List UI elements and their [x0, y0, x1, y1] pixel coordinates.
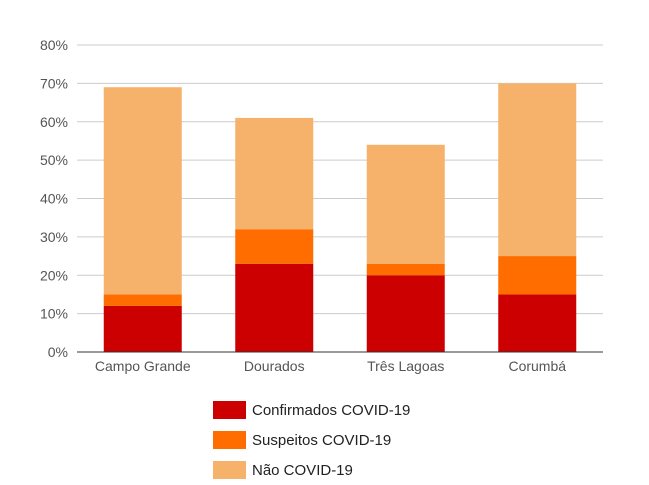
bars — [103, 83, 577, 352]
y-tick-label: 30% — [40, 229, 68, 245]
legend-swatch-confirmados — [213, 401, 246, 419]
legend-item-confirmados: Confirmados COVID-19 — [213, 395, 410, 425]
bar-segment — [366, 263, 445, 276]
y-tick-label: 50% — [40, 152, 68, 168]
legend-swatch-suspeitos — [213, 431, 246, 449]
y-tick-label: 40% — [40, 191, 68, 207]
bar-segment — [235, 229, 314, 264]
bar-segment — [498, 256, 577, 295]
legend-label-confirmados: Confirmados COVID-19 — [252, 401, 411, 419]
x-axis-category-labels: Campo Grande Dourados Três Lagoas Corumbá — [95, 358, 566, 374]
bar-segment — [366, 144, 445, 264]
bar-segment — [498, 83, 577, 257]
legend-item-nao-covid: Não COVID-19 — [213, 455, 410, 485]
bar-segment — [366, 275, 445, 352]
x-category-label: Campo Grande — [95, 358, 191, 374]
x-category-label: Três Lagoas — [367, 358, 444, 374]
y-tick-label: 70% — [40, 75, 68, 91]
legend: Confirmados COVID-19 Suspeitos COVID-19 … — [213, 395, 410, 485]
y-tick-label: 80% — [40, 37, 68, 53]
y-axis-tick-labels: 0% 10% 20% 30% 40% 50% 60% 70% 80% — [40, 37, 68, 360]
bar-segment — [103, 305, 182, 352]
y-tick-label: 20% — [40, 267, 68, 283]
y-tick-label: 0% — [48, 344, 68, 360]
legend-item-suspeitos: Suspeitos COVID-19 — [213, 425, 410, 455]
y-tick-label: 60% — [40, 114, 68, 130]
bar-segment — [235, 117, 314, 230]
stacked-bar-chart: 0% 10% 20% 30% 40% 50% 60% 70% 80% Campo Grande D… — [40, 37, 603, 374]
legend-label-suspeitos: Suspeitos COVID-19 — [252, 431, 392, 449]
legend-label-nao-covid: Não COVID-19 — [252, 461, 353, 479]
bar-segment — [498, 294, 577, 352]
y-tick-label: 10% — [40, 306, 68, 322]
legend-swatch-nao-covid — [213, 461, 246, 479]
bar-segment — [103, 294, 182, 306]
x-category-label: Corumbá — [508, 358, 566, 374]
x-category-label: Dourados — [244, 358, 305, 374]
bar-segment — [235, 263, 314, 352]
bar-segment — [103, 87, 182, 295]
